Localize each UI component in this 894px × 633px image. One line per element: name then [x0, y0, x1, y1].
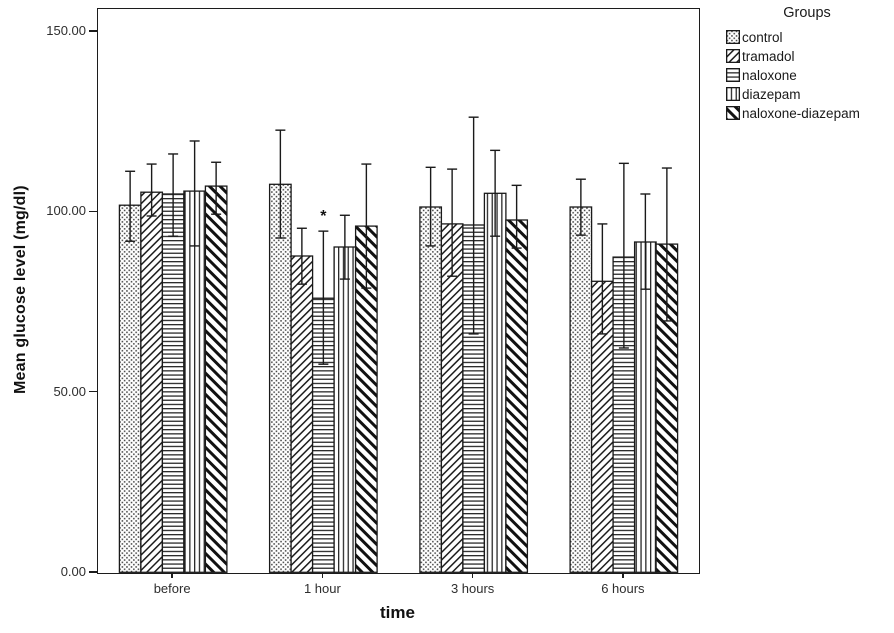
- legend-label: tramadol: [742, 48, 795, 64]
- error-bar-control-before: [125, 170, 136, 242]
- bar-diazepam-before: [183, 190, 207, 573]
- error-bar-control-6-hours: [575, 178, 586, 236]
- error-bar-naloxone-1-hour: [318, 230, 329, 365]
- bar-naloxone-diazepam-before: [204, 185, 228, 573]
- legend-label: diazepam: [742, 86, 801, 102]
- y-tick-mark: [89, 390, 97, 393]
- y-tick-mark: [89, 30, 97, 32]
- error-bar-tramadol-1-hour: [296, 227, 307, 285]
- legend: Groups control tramadol naloxone diazepam na…: [722, 5, 892, 125]
- error-bar-naloxone-diazepam-3-hours: [511, 184, 522, 249]
- legend-label: control: [742, 29, 783, 45]
- error-bar-diazepam-before: [189, 140, 200, 247]
- error-bar-naloxone-6-hours: [618, 162, 629, 349]
- legend-swatch-horizontal-lines-icon: [726, 68, 740, 82]
- bar-diazepam-3-hours: [483, 192, 507, 573]
- y-tick-label: 100.00: [46, 203, 86, 219]
- legend-item-control: control: [726, 29, 892, 45]
- legend-swatch-bold-diagonal-down-icon: [726, 106, 740, 120]
- x-category-label: 1 hour: [303, 581, 341, 596]
- bar-tramadol-1-hour: [290, 255, 314, 573]
- error-bar-tramadol-before: [146, 163, 157, 217]
- y-tick-label: 0.00: [60, 564, 86, 579]
- x-category-label: before: [153, 581, 191, 596]
- x-tick-mark: [321, 572, 324, 578]
- legend-items: control tramadol naloxone diazepam naloxone-…: [722, 29, 892, 121]
- bar-control-6-hours: [569, 206, 593, 573]
- error-bar-tramadol-3-hours: [447, 168, 458, 277]
- legend-title: Groups: [783, 5, 831, 21]
- x-tick-mark: [171, 572, 173, 578]
- bar-naloxone-before: [161, 193, 185, 573]
- y-tick-label: 150.00: [46, 23, 86, 39]
- bar-diazepam-6-hours: [633, 241, 657, 573]
- y-tick-mark: [89, 210, 97, 213]
- error-bar-naloxone-before: [168, 153, 179, 237]
- legend-item-naloxone-diazepam: naloxone-diazepam: [726, 105, 892, 121]
- bars-canvas: *: [118, 116, 679, 573]
- x-category-label: 3 hours: [450, 581, 495, 596]
- x-category-label: 6 hours: [601, 581, 645, 596]
- error-bar-control-1-hour: [275, 129, 286, 239]
- bar-control-3-hours: [419, 206, 443, 573]
- error-bar-naloxone-3-hours: [468, 116, 479, 335]
- error-bar-tramadol-6-hours: [597, 223, 608, 335]
- legend-item-naloxone: naloxone: [726, 67, 892, 83]
- bar-tramadol-before: [140, 191, 164, 573]
- x-tick-mark: [622, 572, 624, 578]
- error-bar-naloxone-diazepam-6-hours: [661, 167, 672, 322]
- plot-area: *: [97, 8, 700, 574]
- legend-item-diazepam: diazepam: [726, 86, 892, 102]
- y-tick-label: 50.00: [53, 383, 86, 399]
- y-tick-mark: [89, 571, 97, 573]
- legend-swatch-dots-icon: [726, 30, 740, 44]
- x-axis-title: time: [380, 603, 415, 622]
- legend-swatch-thin-diagonal-up-icon: [726, 49, 740, 63]
- x-tick-mark: [471, 572, 474, 578]
- bar-control-1-hour: [268, 183, 292, 573]
- legend-label: naloxone-diazepam: [742, 105, 860, 121]
- y-axis-title: Mean glucose level (mg/dl): [12, 185, 29, 395]
- legend-swatch-vertical-lines-icon: [726, 87, 740, 101]
- error-bar-control-3-hours: [425, 166, 436, 247]
- error-bar-naloxone-diazepam-1-hour: [361, 163, 372, 289]
- legend-label: naloxone: [742, 67, 797, 83]
- error-bar-diazepam-1-hour: [339, 214, 350, 280]
- error-bar-diazepam-3-hours: [490, 149, 501, 237]
- legend-item-tramadol: tramadol: [726, 48, 892, 64]
- bar-naloxone-diazepam-3-hours: [505, 219, 529, 573]
- error-bar-diazepam-6-hours: [640, 193, 651, 290]
- bar-control-before: [118, 204, 142, 573]
- bar-diazepam-1-hour: [333, 246, 357, 573]
- significance-asterisk: *: [320, 208, 327, 225]
- error-bar-naloxone-diazepam-before: [211, 161, 222, 215]
